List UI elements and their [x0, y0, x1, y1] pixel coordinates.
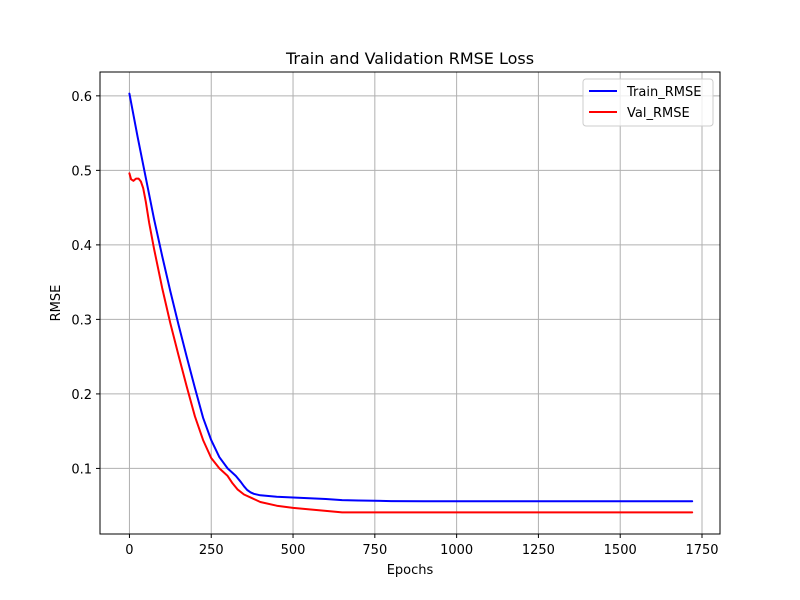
x-tick-label: 500	[281, 543, 306, 558]
x-tick-label: 1000	[440, 543, 473, 558]
x-tick-label: 1500	[604, 543, 637, 558]
axis-ticks: 0 250 500 750 1000 1250 1500 1750 0.1 0.2 0.3 0.4 0.…	[71, 90, 718, 558]
x-tick-label: 1750	[685, 543, 718, 558]
y-tick-label: 0.3	[71, 313, 92, 328]
y-tick-label: 0.2	[71, 388, 92, 403]
plot-frame	[99, 71, 721, 535]
x-axis-label: Epochs	[387, 563, 434, 578]
chart-title: Train and Validation RMSE Loss	[285, 49, 534, 68]
x-tick-label: 1250	[522, 543, 555, 558]
legend-val-label: Val_RMSE	[627, 106, 690, 121]
series-line-train-rmse	[128, 92, 694, 503]
legend: Train_RMSE Val_RMSE	[582, 78, 714, 127]
legend-train-label: Train_RMSE	[626, 85, 701, 100]
y-tick-label: 0.6	[71, 90, 92, 105]
y-tick-label: 0.1	[71, 462, 92, 477]
x-tick-label: 750	[362, 543, 387, 558]
x-tick-label: 250	[199, 543, 224, 558]
y-tick-label: 0.5	[71, 164, 92, 179]
series-lines	[128, 92, 694, 514]
grid	[100, 72, 720, 534]
y-tick-label: 0.4	[71, 239, 92, 254]
x-tick-label: 0	[125, 543, 133, 558]
y-axis-label: RMSE	[49, 285, 64, 322]
series-line-val-rmse	[128, 172, 694, 514]
